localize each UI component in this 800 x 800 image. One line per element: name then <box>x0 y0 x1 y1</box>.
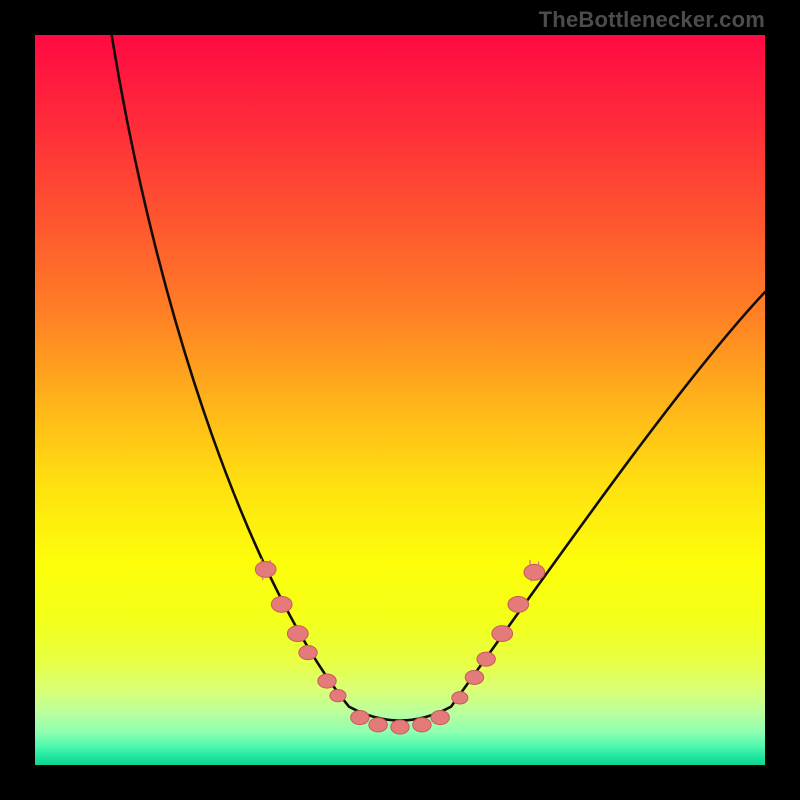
curve-marker <box>413 718 431 732</box>
curve-marker <box>508 596 529 612</box>
curve-marker <box>255 561 276 577</box>
curve-marker <box>330 689 346 701</box>
curve-marker <box>369 718 387 732</box>
curve-marker <box>477 652 495 666</box>
chart-svg <box>0 0 800 800</box>
curve-marker <box>351 711 369 725</box>
curve-marker <box>287 626 308 642</box>
plot-background <box>35 35 765 765</box>
curve-marker <box>452 692 468 704</box>
curve-marker <box>318 674 336 688</box>
curve-marker <box>391 720 409 734</box>
curve-marker <box>271 596 292 612</box>
curve-marker <box>299 646 317 660</box>
curve-marker <box>524 564 545 580</box>
chart-stage: TheBottlenecker.com <box>0 0 800 800</box>
curve-marker <box>492 626 513 642</box>
curve-marker <box>465 670 483 684</box>
curve-marker <box>431 711 449 725</box>
